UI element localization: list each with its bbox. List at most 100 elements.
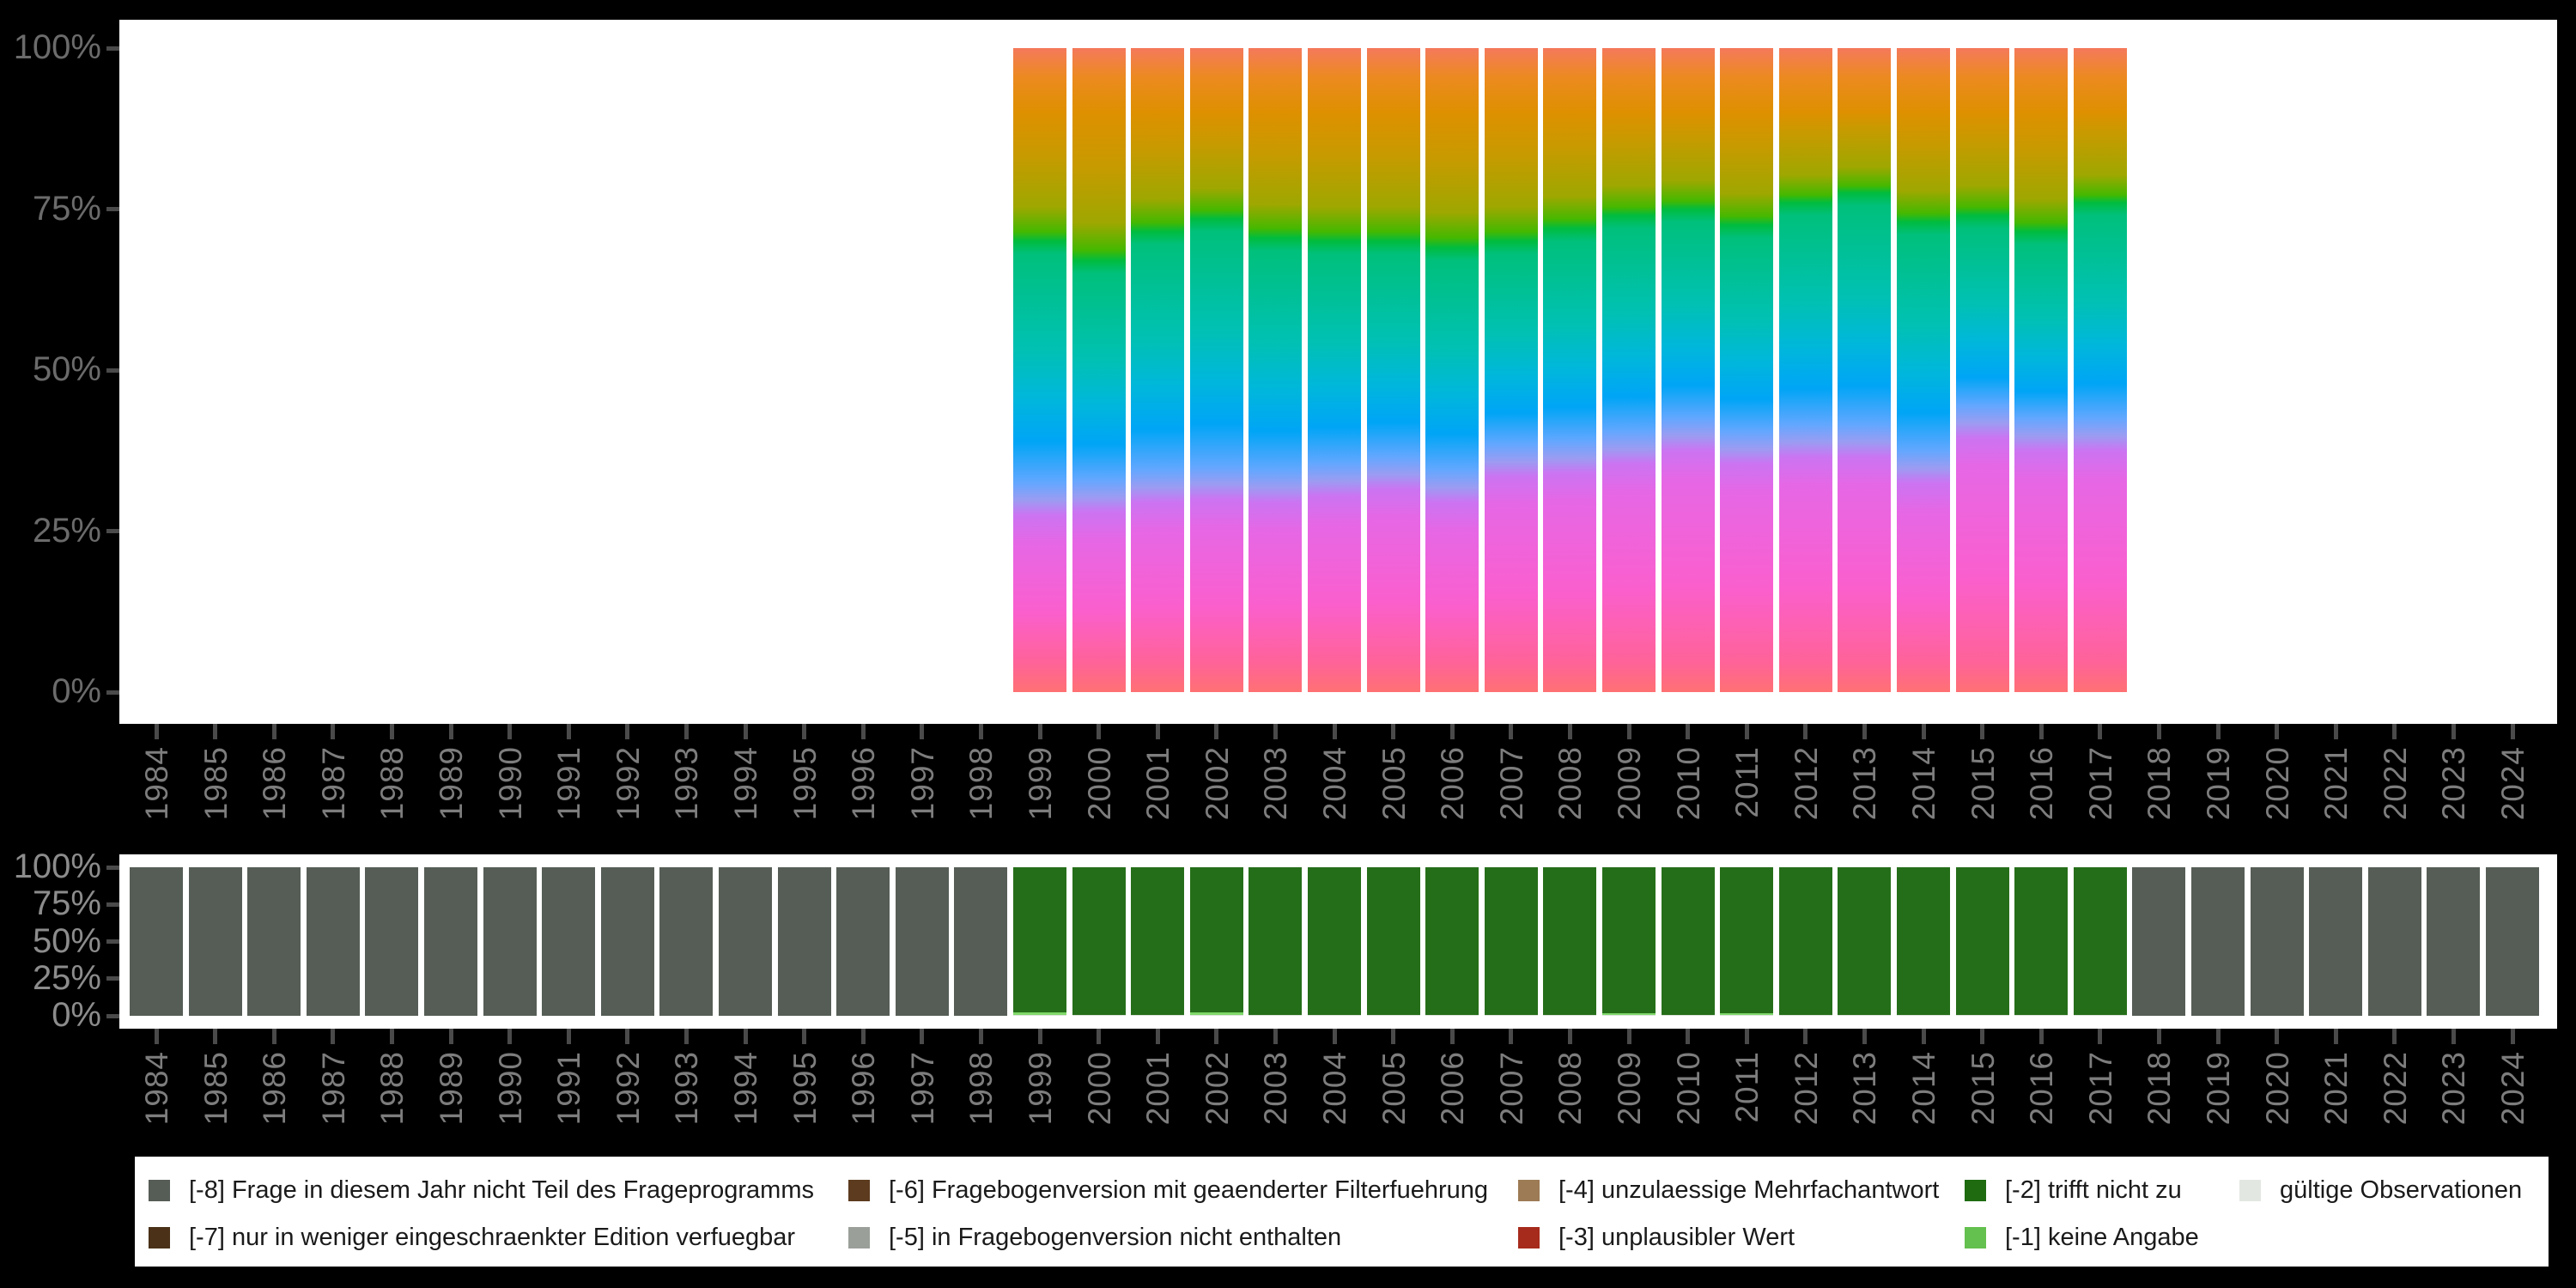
answer-distribution-bar-2013[interactable]	[1838, 48, 1892, 692]
missing-codes-bar-2011[interactable]	[1720, 867, 1774, 1016]
missing-codes-bar-1985[interactable]	[188, 867, 242, 1016]
legend-item---7-nur-in-weniger-eingeschraenkter-edition-verfuegbar[interactable]: [-7] nur in weniger eingeschraenkter Edi…	[149, 1221, 795, 1254]
answer-distribution-bar-2006[interactable]	[1425, 48, 1479, 692]
x-tick-label-1990: 1990	[492, 746, 528, 821]
missing-codes-bar-2014[interactable]	[1897, 867, 1950, 1016]
missing-codes-bar-2018[interactable]	[2132, 867, 2186, 1016]
legend-item---6-fragebogenversion-mit-geaenderter-filterfuehrung[interactable]: [-6] Fragebogenversion mit geaenderter F…	[848, 1174, 1488, 1206]
missing-codes-bar-1988[interactable]	[365, 867, 419, 1016]
legend-item-gültige-observationen[interactable]: gültige Observationen	[2239, 1174, 2522, 1206]
missing-codes-bar-1991[interactable]	[542, 867, 596, 1016]
segment--8	[2191, 867, 2245, 1016]
x-tick	[2333, 1029, 2338, 1044]
legend-item---1-keine-angabe[interactable]: [-1] keine Angabe	[1965, 1221, 2199, 1254]
segment-valid	[1425, 1014, 1479, 1016]
x-tick-label-2013: 2013	[1847, 1051, 1883, 1126]
missing-codes-bar-2020[interactable]	[2250, 867, 2304, 1016]
missing-codes-bar-1995[interactable]	[777, 867, 831, 1016]
answer-distribution-bar-2007[interactable]	[1484, 48, 1538, 692]
missing-codes-bar-2001[interactable]	[1131, 867, 1185, 1016]
missing-codes-bar-1994[interactable]	[719, 867, 772, 1016]
answer-distribution-bar-2003[interactable]	[1249, 48, 1303, 692]
missing-codes-bar-1998[interactable]	[954, 867, 1008, 1016]
segment--8	[895, 867, 949, 1016]
missing-codes-bar-2022[interactable]	[2367, 867, 2421, 1016]
missing-codes-bar-1989[interactable]	[424, 867, 477, 1016]
missing-codes-bar-1987[interactable]	[306, 867, 360, 1016]
missing-codes-bar-2007[interactable]	[1484, 867, 1538, 1016]
y-tick	[106, 939, 119, 944]
missing-codes-bar-1992[interactable]	[600, 867, 654, 1016]
x-tick-label-1986: 1986	[257, 1051, 293, 1126]
x-tick	[1332, 1029, 1337, 1044]
legend-item---3-unplausibler-wert[interactable]: [-3] unplausibler Wert	[1518, 1221, 1795, 1254]
missing-codes-bar-2024[interactable]	[2486, 867, 2539, 1016]
answer-distribution-bar-2008[interactable]	[1543, 48, 1597, 692]
missing-codes-bar-2019[interactable]	[2191, 867, 2245, 1016]
missing-codes-bar-1999[interactable]	[1013, 867, 1066, 1016]
answer-distribution-bar-2005[interactable]	[1366, 48, 1420, 692]
missing-codes-bar-2000[interactable]	[1072, 867, 1126, 1016]
missing-codes-bar-2003[interactable]	[1249, 867, 1303, 1016]
missing-codes-bar-1990[interactable]	[483, 867, 537, 1016]
missing-codes-bar-2002[interactable]	[1189, 867, 1243, 1016]
x-tick-label-2000: 2000	[1081, 746, 1117, 821]
missing-codes-bar-2016[interactable]	[2014, 867, 2069, 1016]
answer-distribution-bar-2017[interactable]	[2073, 48, 2127, 692]
x-tick	[2156, 1029, 2161, 1044]
x-tick-label-2023: 2023	[2436, 746, 2472, 821]
x-tick	[1097, 1029, 1102, 1044]
answer-distribution-bar-2001[interactable]	[1131, 48, 1185, 692]
missing-codes-bar-1996[interactable]	[836, 867, 890, 1016]
answer-distribution-bar-2012[interactable]	[1778, 48, 1832, 692]
missing-codes-bar-2006[interactable]	[1425, 867, 1479, 1016]
x-tick-label-2010: 2010	[1670, 746, 1706, 821]
legend-item---5-in-fragebogenversion-nicht-enthalten[interactable]: [-5] in Fragebogenversion nicht enthalte…	[848, 1221, 1341, 1254]
x-tick-label-2016: 2016	[2024, 1051, 2060, 1126]
answer-distribution-bar-2010[interactable]	[1661, 48, 1715, 692]
missing-codes-bar-2017[interactable]	[2073, 867, 2127, 1016]
missing-codes-bar-2021[interactable]	[2309, 867, 2363, 1016]
answer-distribution-bar-2009[interactable]	[1602, 48, 1656, 692]
missing-codes-bar-2005[interactable]	[1366, 867, 1420, 1016]
legend-item---2-trifft-nicht-zu[interactable]: [-2] trifft nicht zu	[1965, 1174, 2182, 1206]
legend-item---8-frage-in-diesem-jahr-nicht-teil-des-frageprogramms[interactable]: [-8] Frage in diesem Jahr nicht Teil des…	[149, 1174, 814, 1206]
x-tick-label-2008: 2008	[1552, 1051, 1589, 1126]
missing-codes-bar-1984[interactable]	[130, 867, 183, 1016]
segment-valid	[1897, 1014, 1950, 1016]
legend-label: [-5] in Fragebogenversion nicht enthalte…	[889, 1223, 1342, 1251]
x-tick-label-2018: 2018	[2142, 1051, 2178, 1126]
missing-codes-bar-2012[interactable]	[1778, 867, 1832, 1016]
missing-codes-bar-1986[interactable]	[247, 867, 301, 1016]
answer-distribution-bar-1999[interactable]	[1013, 48, 1066, 692]
missing-codes-bar-1997[interactable]	[895, 867, 949, 1016]
answer-distribution-bar-2014[interactable]	[1897, 48, 1950, 692]
answer-distribution-bar-2015[interactable]	[1955, 48, 2009, 692]
answer-distribution-bar-2004[interactable]	[1308, 48, 1361, 692]
missing-codes-bar-2015[interactable]	[1955, 867, 2009, 1016]
x-tick-label-2022: 2022	[2377, 746, 2413, 821]
x-tick-label-2006: 2006	[1435, 746, 1471, 821]
missing-codes-bar-2004[interactable]	[1308, 867, 1361, 1016]
missing-codes-bar-2023[interactable]	[2427, 867, 2481, 1016]
answer-distribution-bar-2016[interactable]	[2014, 48, 2069, 692]
missing-codes-bar-2008[interactable]	[1543, 867, 1597, 1016]
missing-codes-bar-2009[interactable]	[1602, 867, 1656, 1016]
missing-codes-bar-2013[interactable]	[1838, 867, 1892, 1016]
x-tick	[743, 724, 748, 739]
answer-distribution-bar-2002[interactable]	[1189, 48, 1243, 692]
missing-codes-bar-2010[interactable]	[1661, 867, 1715, 1016]
x-tick-label-2002: 2002	[1199, 1051, 1235, 1126]
legend-item---4-unzulaessige-mehrfachantwort[interactable]: [-4] unzulaessige Mehrfachantwort	[1518, 1174, 1939, 1206]
segment-valid	[1778, 1014, 1832, 1016]
answer-distribution-bar-2011[interactable]	[1720, 48, 1774, 692]
answer-distribution-bar-2000[interactable]	[1072, 48, 1126, 692]
x-tick-label-1993: 1993	[669, 1051, 705, 1126]
segment-valid	[1543, 1014, 1597, 1016]
x-tick	[1980, 724, 1985, 739]
missing-codes-panel	[119, 854, 2557, 1029]
x-tick	[683, 1029, 689, 1044]
segment--8	[542, 867, 596, 1016]
x-tick	[920, 1029, 925, 1044]
missing-codes-bar-1993[interactable]	[659, 867, 714, 1016]
